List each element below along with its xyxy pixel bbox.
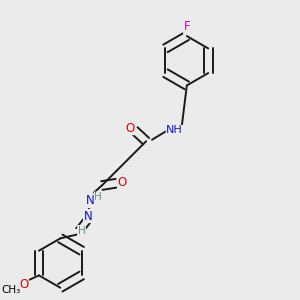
Text: F: F [184, 20, 190, 33]
Text: H: H [78, 226, 86, 236]
Text: N: N [83, 209, 92, 223]
Text: O: O [126, 122, 135, 135]
Text: O: O [118, 176, 127, 189]
Text: N: N [86, 194, 94, 207]
Text: CH₃: CH₃ [1, 285, 20, 295]
Text: NH: NH [166, 125, 183, 135]
Text: H: H [94, 192, 102, 202]
Text: O: O [19, 278, 28, 292]
